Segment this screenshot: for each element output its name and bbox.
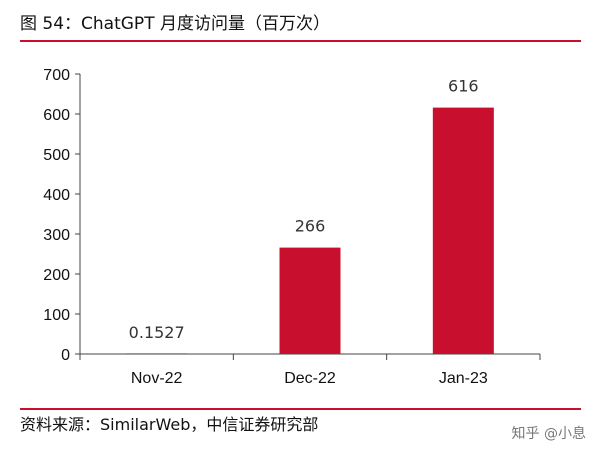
bar-jan-23 (432, 107, 494, 354)
bar-chart: 0 100 200 300 400 500 600 700 Nov-22 Dec-22 Jan-2… (43, 67, 541, 387)
y-tick-label: 100 (43, 307, 70, 324)
data-label: 0.1527 (129, 323, 185, 342)
y-tick-label: 400 (43, 187, 70, 204)
y-tick-label: 600 (43, 107, 70, 124)
y-tick-label: 500 (43, 147, 70, 164)
y-tick-label: 700 (43, 67, 70, 84)
bottom-divider (20, 408, 581, 410)
data-label: 266 (295, 217, 326, 236)
top-divider (20, 40, 581, 42)
watermark: 知乎 @小息 (511, 426, 586, 442)
x-tick-label: Jan-23 (439, 370, 488, 387)
y-tick-label: 300 (43, 227, 70, 244)
bars (126, 107, 494, 354)
y-tick-label: 0 (61, 347, 70, 364)
data-label: 616 (448, 77, 479, 96)
y-axis: 0 100 200 300 400 500 600 700 (43, 67, 81, 364)
source-note: 资料来源：SimilarWeb，中信证券研究部 (20, 415, 319, 434)
x-tick-label: Nov-22 (131, 370, 183, 387)
y-tick-label: 200 (43, 267, 70, 284)
chart-title: 图 54：ChatGPT 月度访问量（百万次） (20, 14, 330, 34)
bar-dec-22 (279, 247, 341, 354)
x-tick-label: Dec-22 (284, 370, 336, 387)
data-labels: 0.1527 266 616 (129, 77, 479, 342)
bar-nov-22 (126, 353, 188, 354)
x-axis: Nov-22 Dec-22 Jan-23 (79, 353, 541, 387)
